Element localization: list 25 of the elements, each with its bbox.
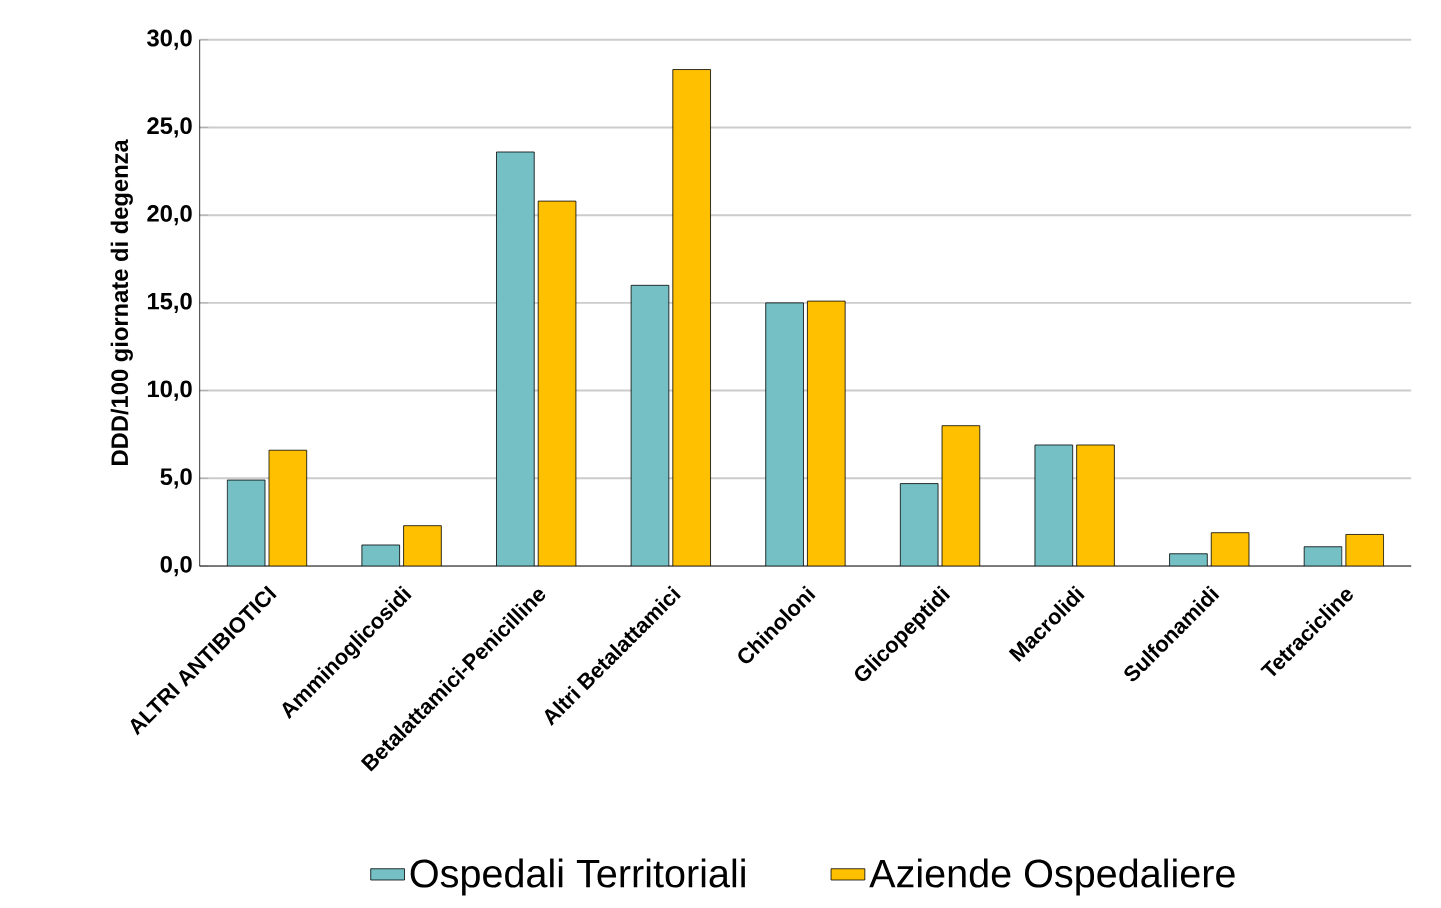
- bar: [1345, 534, 1385, 567]
- bar: [538, 201, 576, 567]
- y-tick-label: 30,0: [147, 29, 192, 50]
- bar: [227, 480, 266, 567]
- bar: [765, 303, 804, 567]
- bar: [942, 425, 980, 567]
- y-axis-title: DDD/100 giornate di degenza: [110, 139, 133, 466]
- y-tick-label: 15,0: [147, 292, 192, 314]
- bar: [268, 450, 307, 567]
- bar: [900, 483, 939, 567]
- bar: [1034, 445, 1073, 567]
- y-tick-label: 25,0: [147, 117, 192, 138]
- legend-label: Aziende Ospedaliere: [869, 858, 1235, 896]
- y-tick-label: 20,0: [147, 205, 192, 226]
- y-tick-label: 10,0: [147, 380, 192, 401]
- bar: [1076, 445, 1115, 567]
- bar: [1211, 532, 1249, 567]
- bar: [807, 301, 846, 567]
- bar: [403, 525, 442, 567]
- y-tick-label: 5,0: [160, 468, 192, 489]
- bar: [631, 285, 669, 567]
- legend-label: Ospedali Territoriali: [410, 858, 745, 896]
- bar: [672, 69, 711, 567]
- bar: [496, 152, 535, 567]
- y-tick-label: 0,0: [160, 556, 192, 577]
